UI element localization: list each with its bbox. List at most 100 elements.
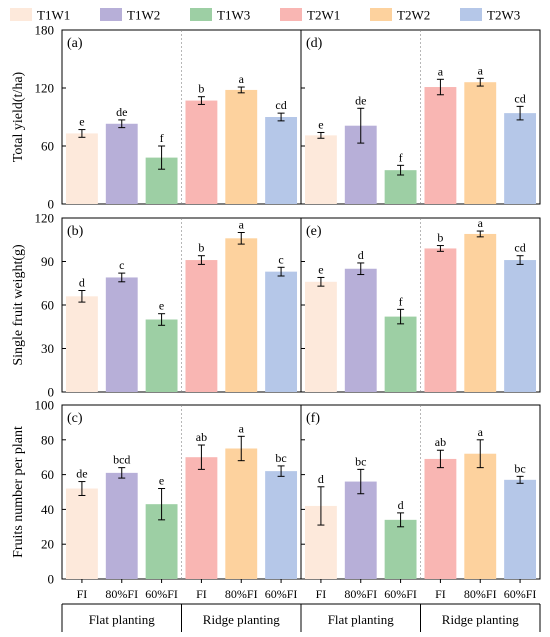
significance-letter: e	[79, 115, 84, 129]
y-tick-label: 120	[35, 211, 55, 226]
legend-label-t2w2: T2W2	[397, 8, 430, 23]
plot-area: Total yield(t/ha)060120180(a)edefbacd(d)…	[11, 23, 541, 632]
y-tick-label: 180	[35, 23, 55, 38]
legend-label-t1w2: T1W2	[127, 8, 160, 23]
y-axis-label: Fruits number per plant	[11, 426, 26, 558]
panel-label: (f)	[306, 411, 320, 426]
bar-t2w3	[265, 471, 298, 579]
panel-c: (c) de FI bcd 80%FI e 60%FI ab FI a 80%FI bc 60%FI Fl…	[61, 404, 302, 632]
significance-letter: e	[159, 474, 164, 488]
significance-letter: d	[358, 248, 364, 262]
significance-letter: cd	[514, 241, 525, 255]
legend-swatch-t1w2	[100, 8, 122, 21]
x-tick-label: 60%FI	[265, 587, 298, 601]
y-tick-label: 120	[35, 81, 55, 96]
x-tick-label: FI	[316, 587, 327, 601]
bar-t1w2	[344, 481, 377, 579]
significance-letter: a	[438, 64, 444, 78]
bar-t2w1	[185, 457, 218, 579]
bar-t1w1	[304, 135, 337, 204]
bar-t1w2	[105, 472, 138, 579]
significance-letter: e	[159, 299, 164, 313]
y-tick-label: 20	[41, 537, 54, 552]
significance-letter: a	[239, 421, 245, 435]
y-tick-label: 0	[48, 197, 55, 212]
significance-letter: ab	[196, 430, 207, 444]
x-tick-label: FI	[196, 587, 207, 601]
y-axis-label: Single fruit weight(g)	[11, 244, 26, 366]
legend-swatch-t1w1	[10, 8, 32, 21]
x-tick-label: 60%FI	[504, 587, 537, 601]
significance-letter: bcd	[113, 453, 130, 467]
legend: T1W1 T1W2 T1W3 T2W1 T2W2 T2W3	[10, 8, 520, 23]
x-tick-label: 80%FI	[464, 587, 497, 601]
panel-label: (c)	[67, 411, 83, 426]
bar-t1w1	[65, 488, 98, 579]
significance-letter: a	[478, 63, 484, 77]
y-tick-label: 30	[41, 341, 54, 356]
bar-t1w1	[65, 296, 98, 392]
x-tick-label: 60%FI	[145, 587, 178, 601]
panel-label: (a)	[67, 36, 83, 51]
bar-t1w3	[145, 319, 178, 392]
bar-t2w3	[504, 113, 537, 204]
y-tick-label: 80	[41, 432, 54, 447]
significance-letter: e	[318, 262, 323, 276]
significance-letter: ab	[435, 435, 446, 449]
significance-letter: f	[160, 131, 164, 145]
y-axis-label: Total yield(t/ha)	[11, 71, 26, 162]
significance-letter: b	[198, 82, 204, 96]
bar-t1w3	[384, 170, 417, 204]
significance-letter: a	[478, 425, 484, 439]
bar-t2w1	[424, 458, 457, 579]
panel-e: (e) e d f b a cd	[300, 216, 541, 393]
significance-letter: c	[278, 252, 283, 266]
bar-t1w1	[65, 133, 98, 204]
panel-label: (e)	[306, 224, 322, 239]
significance-letter: a	[239, 72, 245, 86]
significance-letter: d	[79, 276, 85, 290]
bar-t2w2	[225, 448, 258, 579]
significance-letter: b	[437, 231, 443, 245]
bar-t2w2	[464, 82, 497, 204]
bar-t1w3	[384, 519, 417, 579]
legend-swatch-t2w1	[280, 8, 302, 21]
group-label: Ridge planting	[203, 612, 280, 627]
legend-label-t2w3: T2W3	[487, 8, 520, 23]
significance-letter: de	[116, 105, 127, 119]
significance-letter: c	[119, 258, 124, 272]
legend-swatch-t2w2	[370, 8, 392, 21]
bar-t2w2	[464, 233, 497, 392]
y-tick-label: 60	[41, 139, 54, 154]
significance-letter: cd	[514, 91, 525, 105]
legend-swatch-t2w3	[460, 8, 482, 21]
group-label: Flat planting	[328, 612, 395, 627]
y-tick-label: 100	[35, 398, 55, 413]
significance-letter: de	[355, 93, 366, 107]
y-tick-label: 60	[41, 467, 54, 482]
significance-letter: a	[478, 216, 484, 230]
y-tick-label: 90	[41, 254, 54, 269]
bar-t2w1	[185, 100, 218, 204]
x-tick-label: 80%FI	[344, 587, 377, 601]
panel-label: (d)	[306, 36, 323, 51]
panel-b: (b) d c e b a c	[61, 217, 302, 393]
panel-label: (b)	[67, 224, 84, 239]
bar-t2w3	[265, 271, 298, 392]
bar-t2w1	[424, 248, 457, 392]
legend-label-t1w1: T1W1	[37, 8, 70, 23]
x-tick-label: 80%FI	[225, 587, 258, 601]
bar-t2w2	[464, 453, 497, 579]
group-label: Ridge planting	[442, 612, 519, 627]
y-tick-label: 60	[41, 298, 54, 313]
panel-a: (a) e de f b a cd	[61, 29, 302, 205]
panel-f: (f) d FI bc 80%FI d 60%FI ab FI a 80%FI bc 60%FI Flat…	[300, 404, 541, 632]
significance-letter: cd	[275, 98, 286, 112]
significance-letter: bc	[275, 451, 286, 465]
x-tick-label: FI	[77, 587, 88, 601]
significance-letter: bc	[355, 454, 366, 468]
bar-t1w2	[105, 123, 138, 204]
group-label: Flat planting	[89, 612, 156, 627]
significance-letter: de	[76, 467, 87, 481]
